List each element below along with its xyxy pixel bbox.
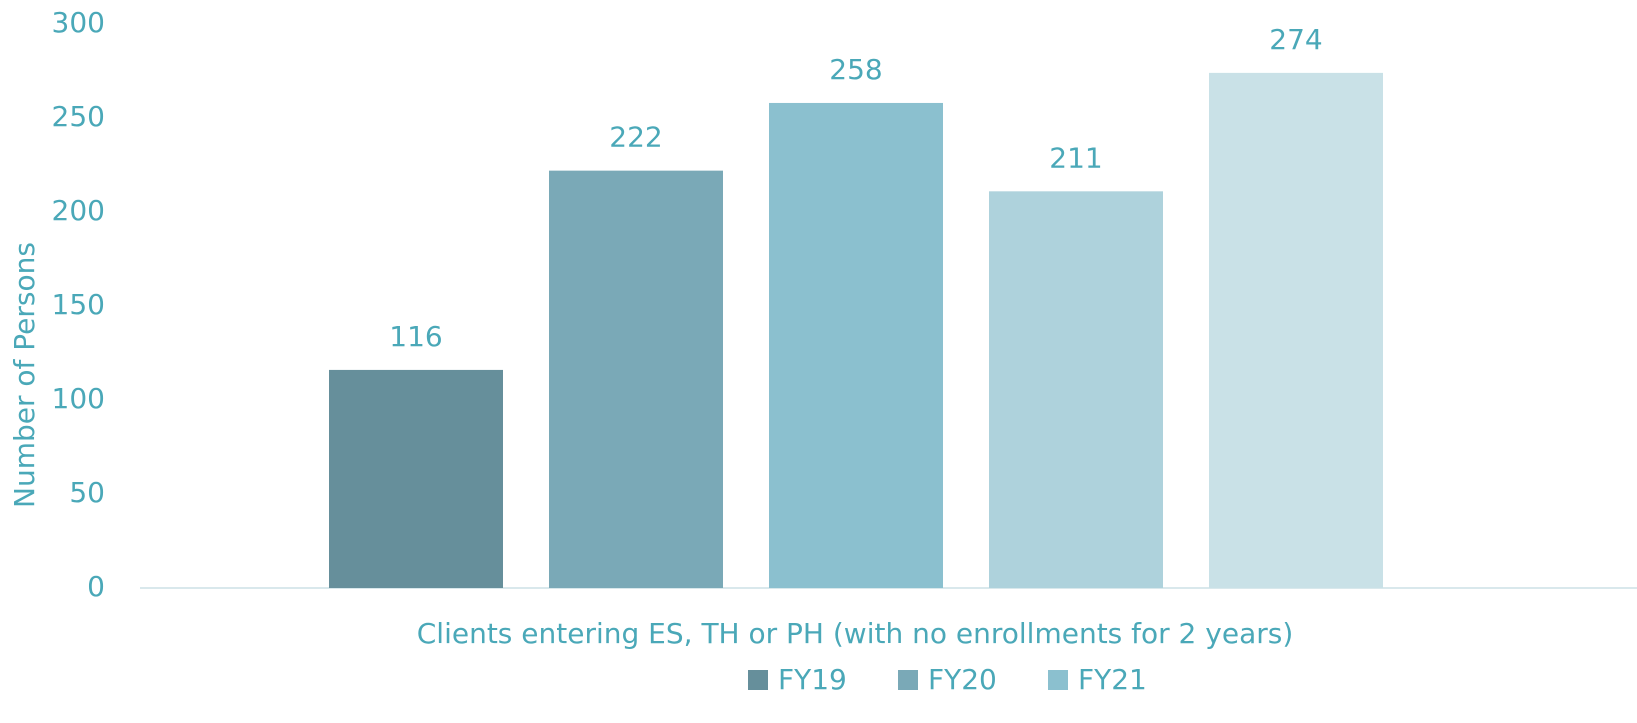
y-tick-label: 250 xyxy=(52,100,105,133)
y-tick-label: 200 xyxy=(52,194,105,227)
bar xyxy=(329,369,503,588)
data-label: 211 xyxy=(1049,141,1102,174)
x-tick-label: Clients entering ES, TH or PH (with no e… xyxy=(417,617,1294,650)
y-tick-label: 0 xyxy=(87,570,105,603)
bar xyxy=(769,102,943,589)
y-tick-label: 300 xyxy=(52,6,105,39)
data-label: 258 xyxy=(829,53,882,86)
legend-swatch xyxy=(748,670,768,690)
bar xyxy=(549,170,723,588)
data-label: 222 xyxy=(609,121,662,154)
legend-label: FY19 xyxy=(778,663,847,696)
data-label: 274 xyxy=(1269,23,1322,56)
legend-label: FY21 xyxy=(1078,663,1147,696)
bar xyxy=(989,191,1163,588)
y-axis-label: Number of Persons xyxy=(8,242,41,508)
legend-label: FY20 xyxy=(928,663,997,696)
y-tick-label: 50 xyxy=(69,476,105,509)
bar xyxy=(1209,72,1383,588)
legend-swatch xyxy=(1048,670,1068,690)
y-tick-label: 150 xyxy=(52,288,105,321)
legend-swatch xyxy=(898,670,918,690)
data-label: 116 xyxy=(389,320,442,353)
y-tick-label: 100 xyxy=(52,382,105,415)
